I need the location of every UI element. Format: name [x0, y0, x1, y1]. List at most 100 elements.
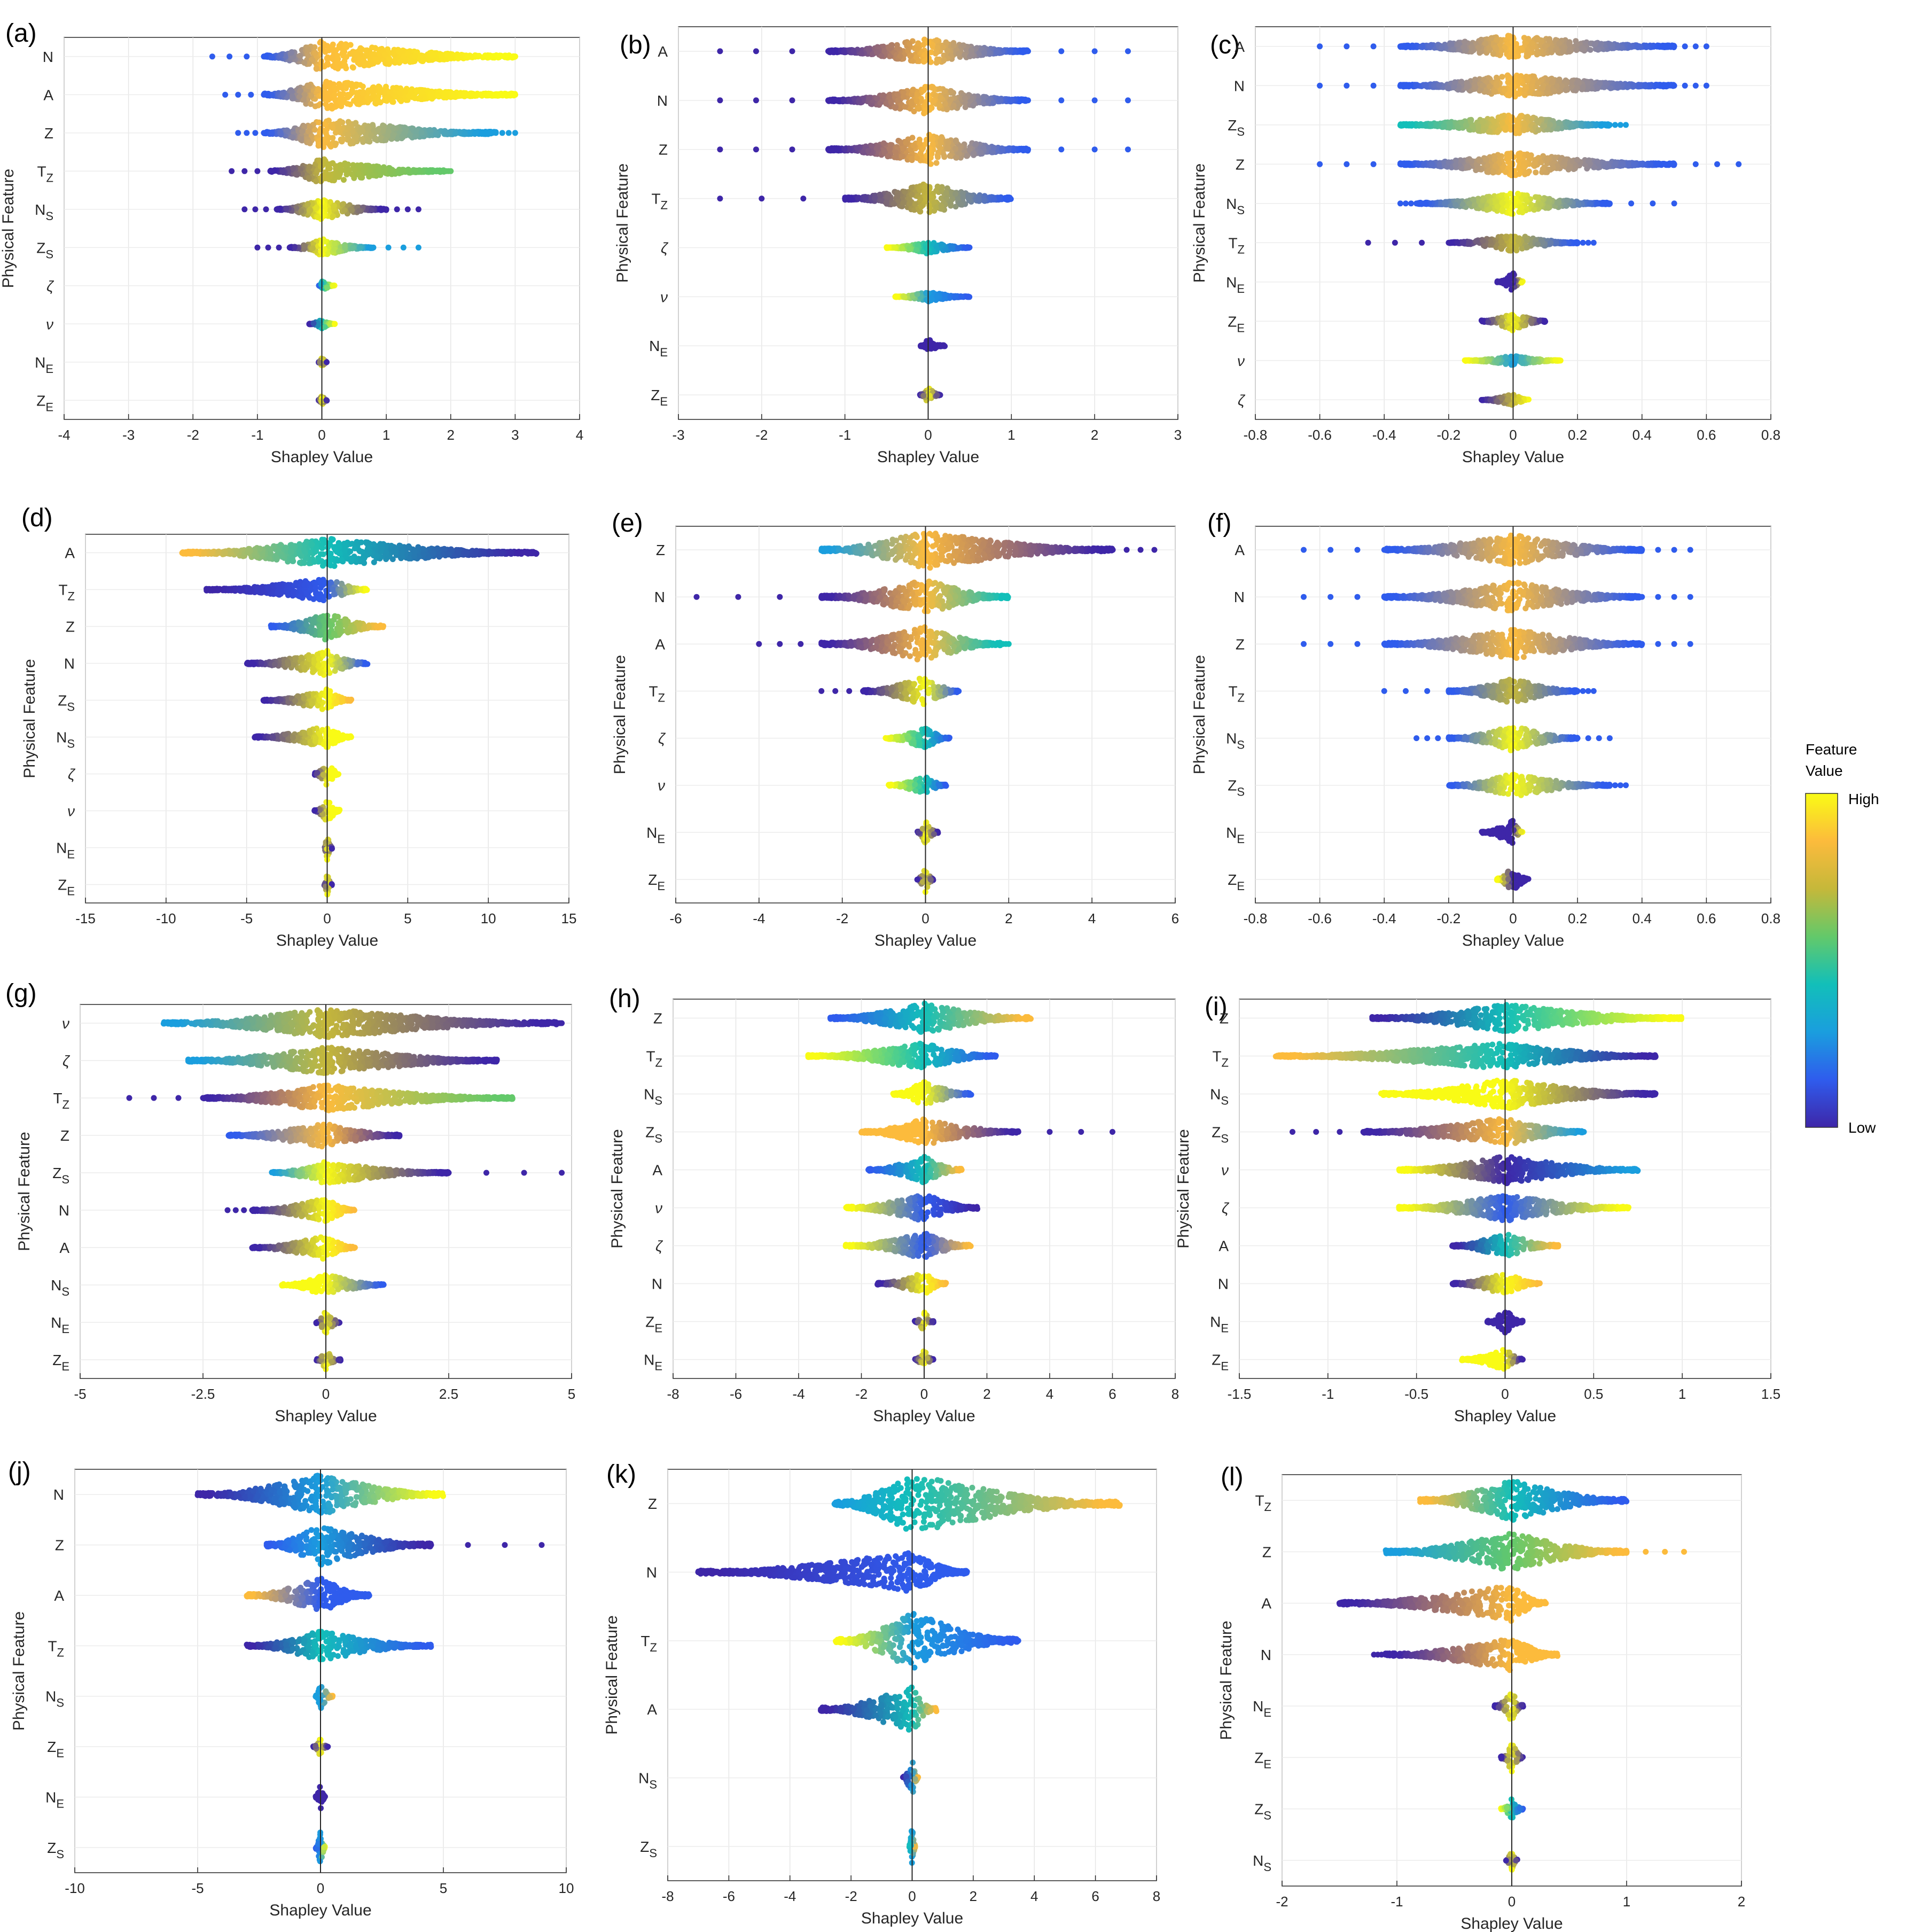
swarm-point — [945, 145, 951, 151]
swarm-point — [412, 95, 418, 102]
swarm-point — [372, 56, 379, 63]
outlier-point — [248, 91, 254, 98]
swarm-point — [412, 53, 418, 59]
swarm-point — [433, 131, 439, 138]
swarm-point — [442, 129, 448, 136]
swarm-point — [421, 56, 427, 63]
swarm-point — [324, 55, 330, 61]
swarm-point — [316, 119, 322, 126]
swarm-point — [306, 139, 312, 145]
swarm-point — [319, 45, 326, 51]
swarm-point — [991, 196, 997, 202]
outlier-point — [1058, 146, 1065, 153]
outlier-point — [235, 130, 241, 136]
y-tick-main: N — [35, 201, 45, 218]
y-tick-label: Z — [659, 142, 668, 158]
swarm-point — [482, 52, 488, 59]
outlier-point — [825, 48, 831, 54]
x-tick-label: -1 — [839, 427, 851, 443]
swarm-point — [313, 65, 319, 72]
outlier-point — [261, 91, 267, 98]
swarm-point — [312, 50, 318, 57]
swarm-point — [298, 137, 304, 143]
swarm-point — [313, 178, 319, 184]
swarm-point — [330, 213, 336, 220]
outlier-point — [512, 53, 518, 60]
swarm-point — [377, 89, 384, 96]
swarm-point — [323, 80, 329, 87]
swarm-point — [906, 245, 912, 252]
swarm-point — [913, 54, 920, 60]
swarm-point — [464, 54, 471, 61]
swarm-point — [950, 103, 957, 109]
y-tick-label: N — [657, 92, 668, 109]
x-axis-label: Shapley Value — [271, 448, 373, 466]
x-tick-label: 1 — [1007, 427, 1015, 443]
swarm-point — [924, 152, 930, 159]
swarm-point — [952, 293, 958, 299]
swarm-point — [962, 95, 968, 102]
swarm-point — [917, 196, 924, 202]
x-tick-label: 2 — [1091, 427, 1098, 443]
swarm-point — [958, 201, 964, 208]
swarm-point — [392, 52, 397, 58]
swarm-point — [831, 49, 837, 56]
swarm-point — [948, 96, 954, 102]
panel-label: (a) — [5, 19, 37, 48]
swarm-point — [943, 39, 949, 45]
swarm-point — [283, 205, 290, 212]
swarm-point — [888, 99, 894, 105]
y-tick-main: ζ — [46, 278, 54, 294]
swarm-point — [308, 92, 315, 99]
swarm-point — [902, 189, 908, 195]
x-tick-label: 0 — [318, 427, 325, 443]
swarm-point — [324, 359, 330, 365]
swarm-point — [339, 138, 345, 145]
swarm-point — [880, 92, 887, 98]
swarm-point — [390, 133, 396, 139]
y-tick-label: NE — [35, 354, 53, 376]
swarm-point — [434, 168, 440, 174]
swarm-point — [953, 154, 959, 161]
swarm-point — [893, 153, 899, 159]
outlier-point — [753, 48, 759, 54]
y-tick-sub: Z — [661, 199, 668, 212]
swarm-point — [326, 47, 332, 53]
swarm-point — [333, 173, 340, 179]
y-tick-main: Z — [44, 125, 53, 142]
swarm-point — [885, 153, 892, 159]
swarm-point — [443, 91, 449, 97]
swarm-point — [990, 145, 997, 151]
swarm-point — [929, 136, 936, 142]
swarm-point — [956, 51, 962, 57]
swarm-point — [324, 285, 330, 291]
y-tick-main: T — [37, 163, 46, 180]
outlier-point — [274, 206, 280, 213]
y-tick-main: N — [35, 354, 45, 371]
outlier-point — [229, 168, 235, 174]
y-tick-sub: S — [45, 247, 53, 261]
swarm-point — [343, 44, 350, 50]
swarm-point — [426, 127, 433, 134]
swarm-point — [922, 184, 928, 190]
swarm-point — [951, 42, 957, 49]
swarm-point — [952, 145, 958, 152]
swarm-point — [360, 128, 366, 134]
swarm-point — [402, 129, 408, 136]
outlier-point — [499, 130, 505, 136]
swarm-point — [306, 83, 312, 89]
swarm-point — [885, 194, 891, 200]
swarm-point — [310, 320, 317, 326]
swarm-point — [351, 167, 358, 173]
y-tick-label: ζ — [46, 278, 54, 294]
swarm-point — [938, 203, 944, 209]
swarm-point — [931, 97, 937, 104]
swarm-point — [892, 244, 897, 251]
swarm-point — [945, 139, 951, 146]
outlier-point — [263, 206, 269, 213]
swarm-point — [445, 52, 451, 58]
swarm-point — [971, 152, 977, 158]
swarm-point — [895, 97, 901, 103]
outlier-point — [252, 206, 259, 213]
outlier-point — [415, 206, 421, 213]
